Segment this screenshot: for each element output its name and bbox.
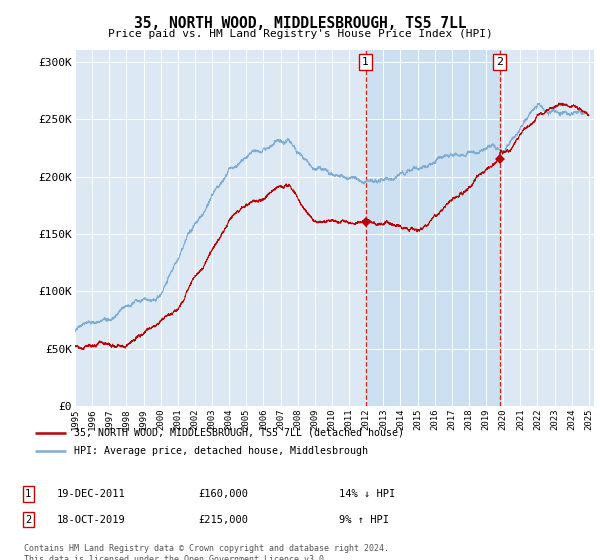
Text: HPI: Average price, detached house, Middlesbrough: HPI: Average price, detached house, Midd…: [74, 446, 368, 456]
Text: 9% ↑ HPI: 9% ↑ HPI: [339, 515, 389, 525]
Bar: [365, 50, 500, 406]
Text: 2: 2: [25, 515, 31, 525]
Text: 2: 2: [496, 57, 503, 67]
Text: £160,000: £160,000: [198, 489, 248, 499]
Text: 14% ↓ HPI: 14% ↓ HPI: [339, 489, 395, 499]
Text: £215,000: £215,000: [198, 515, 248, 525]
Text: 19-DEC-2011: 19-DEC-2011: [57, 489, 126, 499]
Text: 1: 1: [362, 57, 369, 67]
Text: 35, NORTH WOOD, MIDDLESBROUGH, TS5 7LL: 35, NORTH WOOD, MIDDLESBROUGH, TS5 7LL: [134, 16, 466, 31]
Text: 18-OCT-2019: 18-OCT-2019: [57, 515, 126, 525]
Text: Price paid vs. HM Land Registry's House Price Index (HPI): Price paid vs. HM Land Registry's House …: [107, 29, 493, 39]
Text: 35, NORTH WOOD, MIDDLESBROUGH, TS5 7LL (detached house): 35, NORTH WOOD, MIDDLESBROUGH, TS5 7LL (…: [74, 428, 404, 437]
Text: 1: 1: [25, 489, 31, 499]
Text: Contains HM Land Registry data © Crown copyright and database right 2024.
This d: Contains HM Land Registry data © Crown c…: [24, 544, 389, 560]
